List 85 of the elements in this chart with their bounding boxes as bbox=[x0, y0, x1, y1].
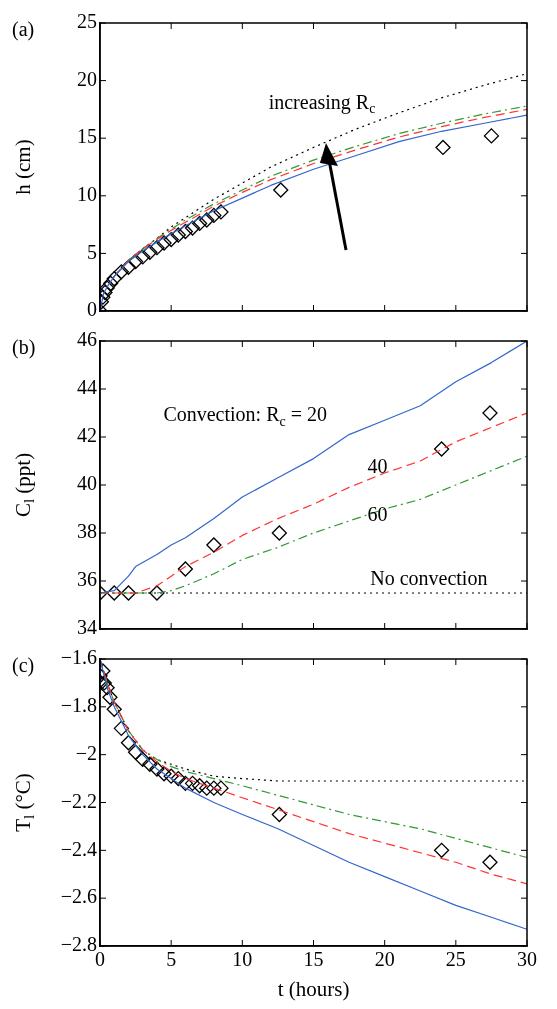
point bbox=[482, 405, 498, 421]
point bbox=[142, 244, 158, 260]
point bbox=[135, 751, 151, 768]
y-tick-label: −2.8 bbox=[60, 933, 97, 956]
x-tick-label: 5 bbox=[166, 948, 177, 971]
y-tick-label: −1.6 bbox=[60, 646, 97, 669]
y-tick-label: 46 bbox=[77, 328, 97, 351]
point bbox=[177, 223, 194, 240]
point bbox=[149, 761, 165, 777]
chart-title: (c) bbox=[12, 654, 35, 678]
annotation: 60 bbox=[367, 503, 388, 526]
point bbox=[271, 806, 287, 823]
y-tick-label: 0 bbox=[87, 298, 97, 321]
y-tick-label: 10 bbox=[77, 183, 97, 206]
chart-title: (b) bbox=[12, 336, 36, 360]
y-axis-title: Tl (°C) bbox=[10, 773, 38, 832]
y-tick-label: −1.8 bbox=[60, 694, 97, 717]
point bbox=[213, 204, 229, 220]
point bbox=[199, 780, 215, 796]
x-tick-label: 10 bbox=[232, 948, 253, 971]
x-tick-label: 15 bbox=[303, 948, 324, 971]
point bbox=[100, 680, 115, 696]
y-tick-label: 15 bbox=[77, 125, 97, 148]
point bbox=[170, 770, 186, 787]
annotation: 40 bbox=[367, 454, 388, 477]
point bbox=[199, 212, 215, 228]
y-tick-label: −2.4 bbox=[60, 837, 97, 860]
y-tick-label: 42 bbox=[77, 424, 97, 447]
point bbox=[127, 744, 144, 760]
point bbox=[120, 735, 137, 751]
x-tick-label: 25 bbox=[445, 948, 466, 971]
point bbox=[100, 280, 115, 296]
point bbox=[156, 766, 172, 782]
point bbox=[163, 231, 179, 248]
x-tick-label: 20 bbox=[374, 948, 395, 971]
y-tick-label: 36 bbox=[77, 568, 97, 591]
point bbox=[102, 689, 118, 705]
point bbox=[482, 854, 498, 870]
y-tick-label: 20 bbox=[77, 67, 97, 90]
y-axis-title: h (cm) bbox=[10, 139, 35, 195]
point bbox=[206, 207, 222, 224]
point bbox=[213, 780, 229, 796]
point bbox=[184, 220, 201, 236]
point bbox=[206, 537, 222, 553]
point bbox=[177, 775, 194, 792]
point bbox=[433, 842, 450, 858]
point bbox=[435, 139, 451, 156]
point bbox=[184, 775, 201, 792]
y-tick-label: 34 bbox=[77, 616, 97, 639]
point bbox=[113, 264, 129, 280]
point bbox=[113, 720, 129, 737]
y-tick-label: 38 bbox=[77, 520, 97, 543]
x-tick-label: 30 bbox=[517, 948, 537, 971]
y-tick-label: 25 bbox=[77, 10, 97, 33]
point bbox=[142, 756, 158, 772]
point bbox=[120, 259, 137, 275]
point bbox=[177, 561, 194, 577]
point bbox=[271, 525, 287, 541]
x-axis-title: t (hours) bbox=[277, 976, 350, 1001]
y-tick-label: 5 bbox=[87, 240, 97, 263]
y-tick-label: 40 bbox=[77, 472, 97, 495]
y-tick-label: −2.6 bbox=[60, 885, 97, 908]
point bbox=[191, 778, 208, 794]
point bbox=[106, 585, 122, 601]
point bbox=[273, 182, 289, 198]
point bbox=[156, 235, 172, 251]
point bbox=[120, 585, 137, 601]
chart-title: (a) bbox=[12, 18, 35, 42]
point bbox=[149, 585, 165, 601]
point bbox=[135, 249, 151, 265]
point bbox=[163, 768, 179, 784]
point bbox=[191, 215, 208, 232]
point bbox=[103, 275, 119, 291]
y-axis-title: Cl (ppt) bbox=[10, 452, 38, 518]
point bbox=[106, 271, 122, 287]
point bbox=[433, 441, 450, 457]
point bbox=[149, 239, 165, 256]
y-tick-label: 44 bbox=[77, 376, 97, 399]
y-tick-label: −2 bbox=[75, 741, 97, 764]
annotation: No convection bbox=[370, 567, 488, 590]
point bbox=[170, 227, 186, 243]
point bbox=[206, 780, 222, 796]
point bbox=[106, 701, 122, 717]
y-tick-label: −2.2 bbox=[60, 789, 97, 812]
point bbox=[483, 128, 500, 144]
